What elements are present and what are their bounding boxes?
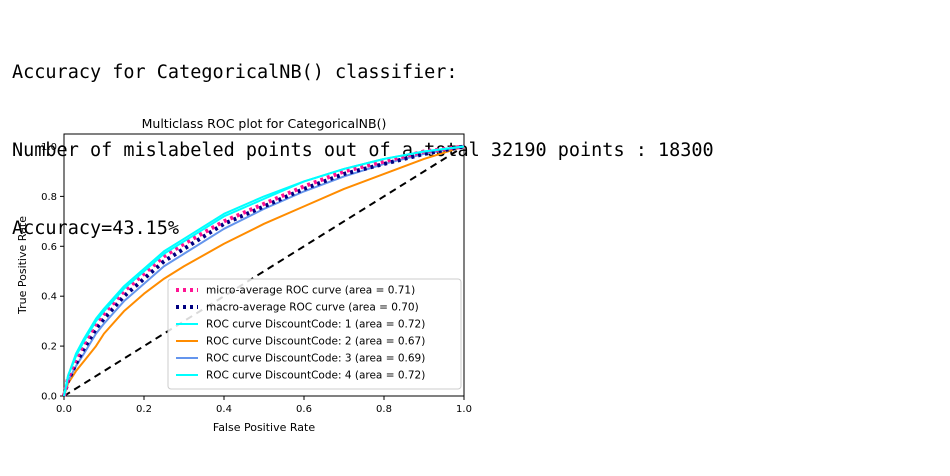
output-line-accuracy-value: Accuracy=43.15% <box>12 218 180 239</box>
plot-area-frame <box>63 133 465 397</box>
y-tick-label: 0.2 <box>41 342 57 353</box>
x-tick-label: 0.6 <box>296 404 312 415</box>
legend-entry-label: macro-average ROC curve (area = 0.70) <box>206 302 419 314</box>
x-tick-label: 0.0 <box>56 404 72 415</box>
y-tick-label: 0.8 <box>41 192 57 203</box>
legend-entry-label: ROC curve DiscountCode: 3 (area = 0.69) <box>206 353 425 365</box>
cell-output-text: Accuracy for CategoricalNB() classifier:… <box>12 8 714 268</box>
x-tick-label: 0.4 <box>216 404 232 415</box>
series-roc-curve-discountcode-2-area-0-67 <box>63 145 465 397</box>
y-tick-label: 0.6 <box>41 242 57 253</box>
x-tick-label: 0.8 <box>376 404 392 415</box>
y-tick-label: 1.0 <box>41 142 57 153</box>
series-micro-average-roc-curve-area-0-71 <box>62 144 465 397</box>
chart-title: Multiclass ROC plot for CategoricalNB() <box>142 116 387 131</box>
legend-entry-label: ROC curve DiscountCode: 4 (area = 0.72) <box>206 370 425 382</box>
y-axis-label: True Positive Rate <box>16 216 29 315</box>
legend-box <box>167 278 462 390</box>
series-roc-curve-discountcode-4-area-0-72 <box>63 145 465 397</box>
y-tick-label: 0.4 <box>41 292 57 303</box>
axes: 0.0 0.2 0.4 0.6 0.8 1.0 0.0 0.2 0.4 0.6 0.8 1.0 <box>41 142 472 415</box>
roc-chart: Multiclass ROC plot for CategoricalNB() … <box>16 116 472 434</box>
legend-entry-label: ROC curve DiscountCode: 2 (area = 0.67) <box>206 336 425 348</box>
legend-entry-label: ROC curve DiscountCode: 1 (area = 0.72) <box>206 319 425 331</box>
y-tick-label: 0.0 <box>41 392 57 403</box>
x-axis-label: False Positive Rate <box>213 421 315 434</box>
x-tick-label: 0.2 <box>136 404 152 415</box>
x-tick-label: 1.0 <box>456 404 472 415</box>
chart-legend: micro-average ROC curve (area = 0.71) mac… <box>167 278 462 390</box>
series-macro-average-roc-curve-area-0-70 <box>62 144 465 397</box>
roc-series-layer <box>62 144 465 397</box>
legend-entry-label: micro-average ROC curve (area = 0.71) <box>206 285 415 297</box>
output-line-accuracy-header: Accuracy for CategoricalNB() classifier: <box>12 62 458 83</box>
chance-diagonal-line <box>63 145 465 397</box>
output-line-mislabeled-count: Number of mislabeled points out of a tot… <box>12 140 714 161</box>
